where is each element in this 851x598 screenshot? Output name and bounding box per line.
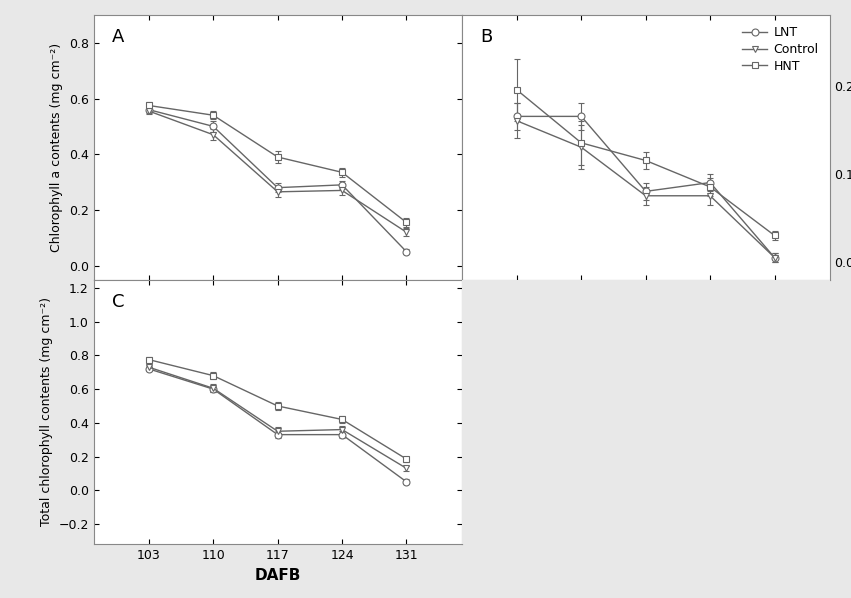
Y-axis label: Chlorophyll a contents (mg cm⁻²): Chlorophyll a contents (mg cm⁻²)	[50, 42, 63, 252]
Legend: LNT, Control, HNT: LNT, Control, HNT	[737, 21, 824, 78]
Y-axis label: Total chlorophyll contents (mg cm⁻²): Total chlorophyll contents (mg cm⁻²)	[40, 297, 53, 526]
Text: C: C	[112, 293, 124, 311]
Text: A: A	[112, 28, 124, 46]
X-axis label: DAFB: DAFB	[254, 568, 300, 582]
Text: B: B	[480, 28, 493, 46]
X-axis label: DAFB: DAFB	[623, 303, 669, 318]
